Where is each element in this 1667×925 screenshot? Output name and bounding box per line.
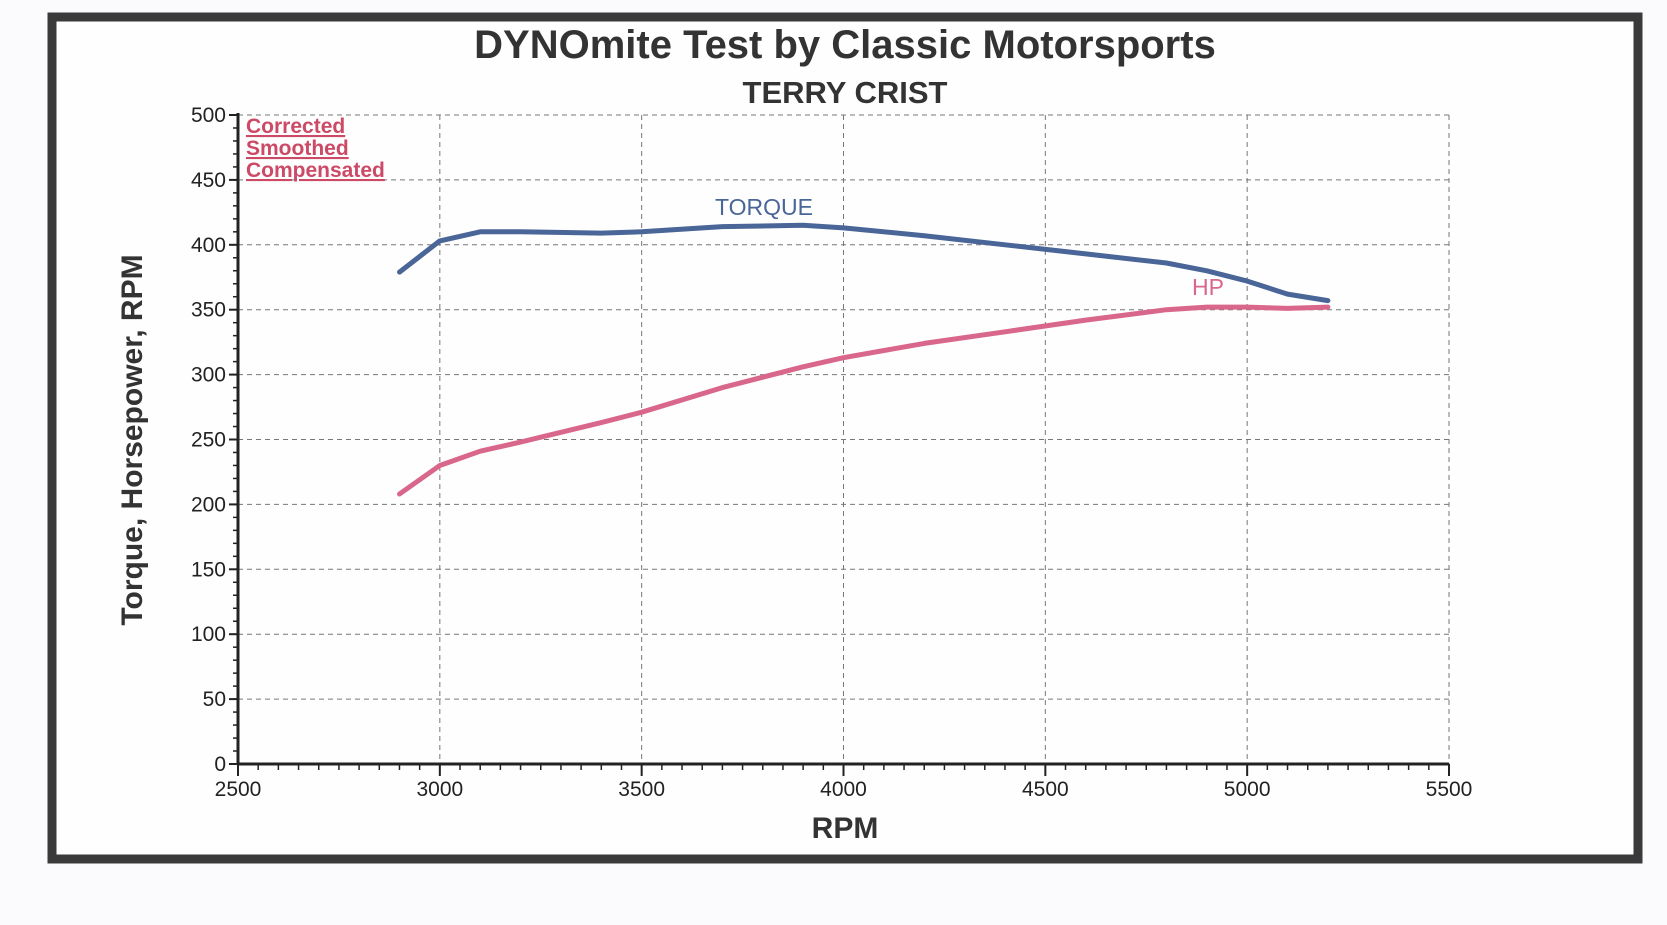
torque-series-label: TORQUE — [715, 194, 813, 220]
x-tick-label: 3000 — [416, 778, 463, 801]
x-tick-label: 5000 — [1224, 778, 1271, 801]
y-tick-label: 0 — [214, 753, 226, 776]
y-tick-label: 450 — [191, 169, 226, 192]
y-tick-label: 50 — [203, 688, 226, 711]
x-tick-label: 3500 — [618, 778, 665, 801]
y-tick-label: 400 — [191, 234, 226, 257]
x-tick-label: 2500 — [215, 778, 262, 801]
x-tick-label: 4000 — [820, 778, 867, 801]
chart-title: DYNOmite Test by Classic Motorsports — [474, 23, 1216, 67]
note-smoothed: Smoothed — [246, 137, 349, 160]
y-axis-label: Torque, Horsepower, RPM — [116, 254, 149, 625]
torque-line — [397, 222, 1331, 304]
x-tick-label: 5500 — [1426, 778, 1473, 801]
hp-series-label: HP — [1192, 274, 1224, 300]
x-axis-label: RPM — [812, 812, 879, 845]
y-tick-label: 100 — [191, 623, 226, 646]
hp-line — [397, 304, 1331, 497]
chart-subtitle: TERRY CRIST — [743, 75, 948, 110]
chart-frame — [47, 12, 1643, 864]
y-tick-label: 300 — [191, 364, 226, 387]
y-tick-label: 150 — [191, 558, 226, 581]
y-tick-label: 500 — [191, 104, 226, 127]
note-corrected: Corrected — [246, 115, 345, 138]
y-tick-label: 200 — [191, 493, 226, 516]
y-tick-label: 250 — [191, 429, 226, 452]
y-tick-label: 350 — [191, 299, 226, 322]
note-compensated: Compensated — [246, 159, 385, 182]
x-tick-label: 4500 — [1022, 778, 1069, 801]
